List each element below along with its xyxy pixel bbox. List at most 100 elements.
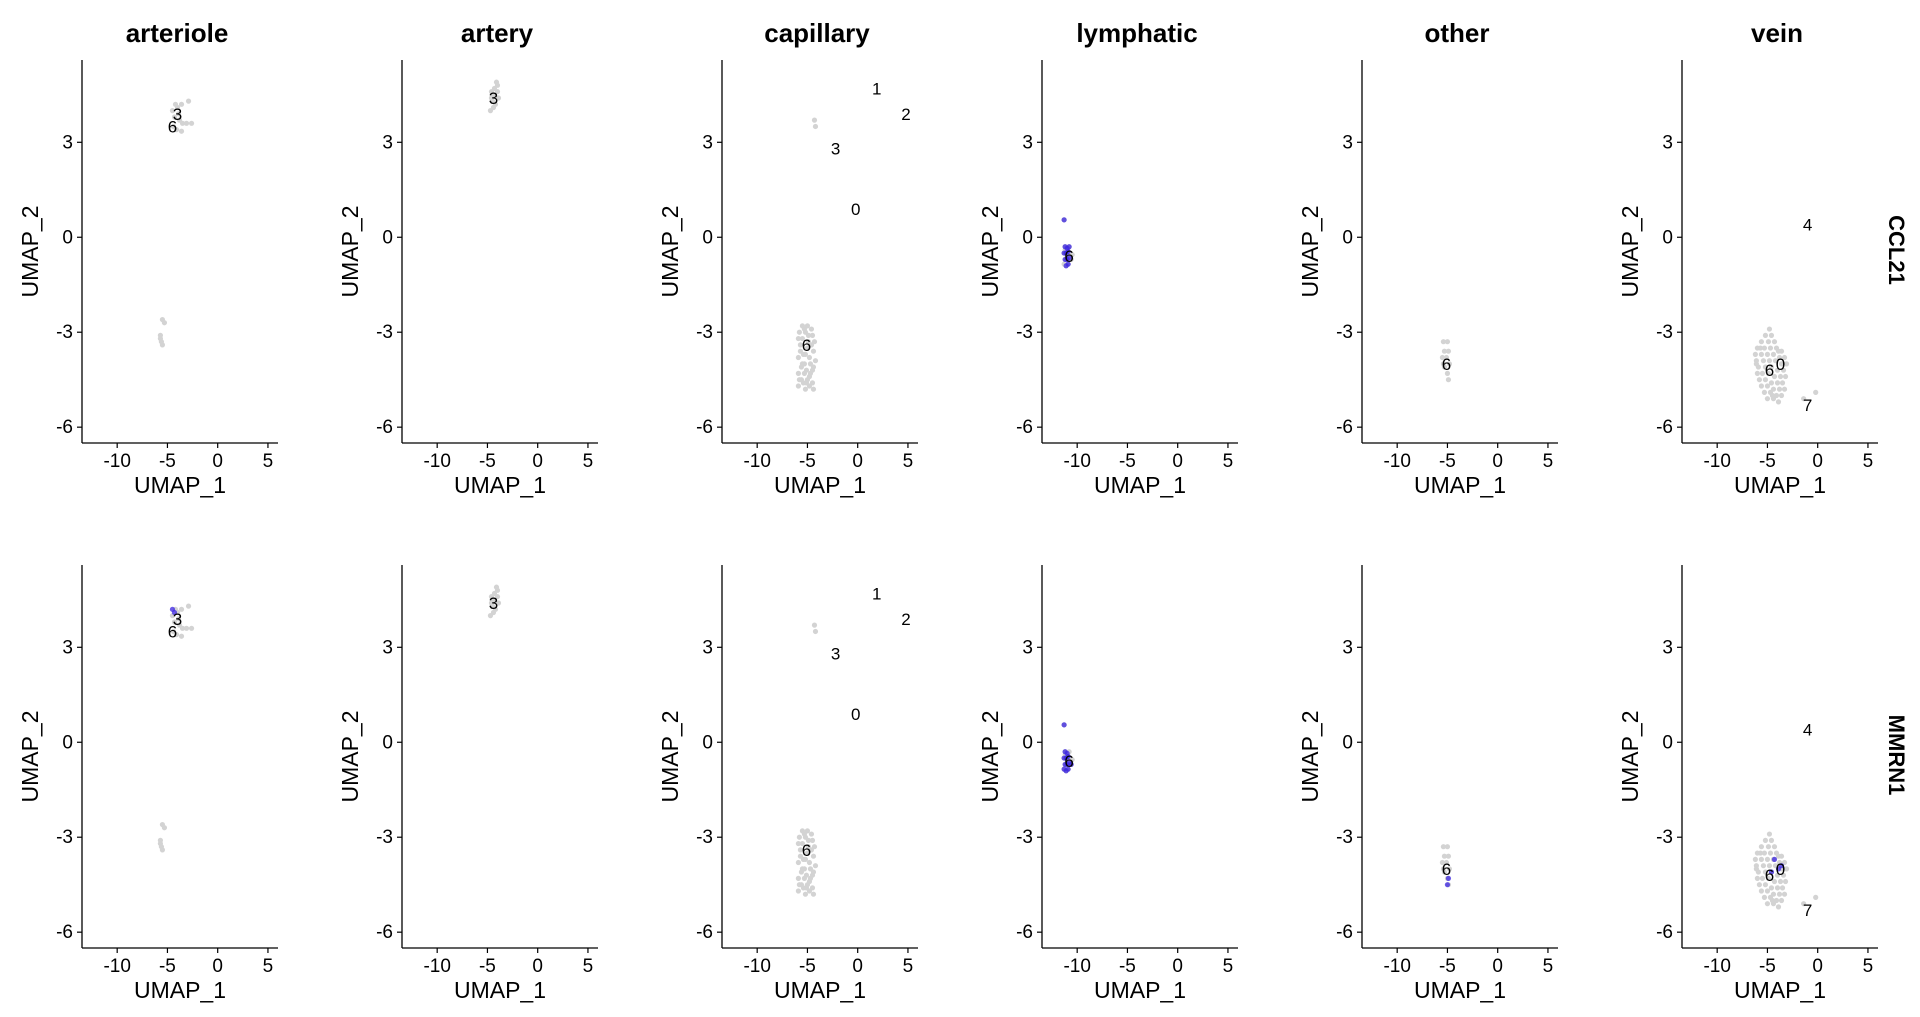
cell-point (801, 831, 808, 837)
cell-point (1756, 882, 1762, 888)
y-tick-label: 3 (1342, 132, 1353, 153)
cell-point (799, 361, 806, 367)
y-tick-label: 3 (1342, 637, 1353, 658)
cell-point (810, 869, 817, 875)
cell-point (1771, 878, 1778, 885)
y-tick-label: -6 (696, 417, 713, 438)
cluster-label: 6 (1064, 247, 1073, 266)
cluster-label: 0 (1776, 355, 1785, 374)
cell-point (1440, 866, 1447, 872)
cell-point (1439, 354, 1446, 361)
cell-point (1781, 386, 1788, 392)
cell-point (1441, 348, 1448, 354)
cell-point (1439, 859, 1446, 866)
cell-point (1440, 844, 1447, 850)
panel-mmrn1-artery: -10 -5 0 5 -6 -3 0 3 UMAP_1 UMAP_2 3 (337, 565, 598, 1003)
cell-point (812, 628, 819, 635)
cell-point (809, 837, 816, 843)
cell-point (802, 386, 809, 392)
y-tick-label: 0 (1662, 732, 1673, 753)
cell-point (1779, 885, 1786, 891)
x-tick-label: -10 (423, 451, 450, 472)
cell-point (795, 335, 801, 342)
cell-point (1445, 348, 1452, 354)
y-tick-label: -3 (1336, 322, 1353, 343)
expressing-cell-point (1065, 248, 1071, 255)
x-tick-label: 0 (1812, 451, 1823, 472)
cell-point (804, 850, 811, 856)
x-axis-title: UMAP_1 (134, 472, 226, 498)
x-axis-title: UMAP_1 (1414, 472, 1506, 498)
cell-point (802, 351, 809, 357)
cell-point (188, 120, 195, 126)
panel-title-other: other (1425, 18, 1490, 48)
y-axis-title: UMAP_2 (1617, 710, 1643, 802)
cell-point (1770, 351, 1777, 357)
cell-point (1813, 389, 1819, 395)
x-tick-label: -10 (743, 451, 770, 472)
y-tick-label: 3 (702, 637, 713, 658)
cell-point (1768, 885, 1775, 891)
cell-point (171, 619, 178, 625)
x-axis-title: UMAP_1 (1734, 977, 1826, 1003)
cell-point (1757, 850, 1763, 856)
cluster-label: 3 (489, 89, 498, 108)
cell-point (1441, 853, 1448, 859)
cluster-label: 6 (802, 336, 811, 355)
x-tick-label: 0 (1492, 956, 1503, 977)
y-tick-label: 0 (702, 227, 713, 248)
cell-point (805, 332, 812, 338)
cell-point (803, 885, 810, 891)
cell-point (185, 603, 192, 609)
y-tick-label: -3 (56, 322, 73, 343)
x-tick-label: 5 (583, 451, 594, 472)
cell-point (1752, 351, 1758, 357)
cell-point (805, 837, 812, 843)
cell-point (801, 875, 808, 881)
x-tick-label: -5 (159, 956, 176, 977)
expressing-cell-point (1065, 753, 1071, 760)
y-axis-title: UMAP_2 (657, 710, 683, 802)
cell-point (494, 89, 501, 95)
cell-point (1764, 888, 1771, 894)
y-tick-label: 0 (1022, 227, 1033, 248)
expressing-cell-point (1066, 244, 1072, 250)
cell-point (1774, 885, 1781, 891)
y-tick-label: 3 (62, 637, 73, 658)
cluster-label: 6 (1765, 866, 1774, 885)
y-tick-label: -6 (1336, 417, 1353, 438)
cell-point (1752, 856, 1758, 862)
cluster-label: 6 (1765, 361, 1774, 380)
cell-point (1444, 339, 1451, 345)
panel-title-artery: artery (461, 18, 534, 48)
cell-point (1777, 373, 1784, 380)
cell-point (1762, 377, 1769, 383)
y-tick-label: 3 (702, 132, 713, 153)
cell-point (801, 326, 808, 332)
cluster-label: 3 (831, 140, 840, 159)
cell-point (1777, 878, 1784, 885)
panel-title-lymphatic: lymphatic (1076, 18, 1197, 48)
cell-point (804, 345, 811, 351)
cell-point (1761, 850, 1768, 856)
cell-point (1444, 370, 1451, 376)
cluster-label: 0 (851, 705, 860, 724)
cell-point (1762, 364, 1769, 370)
x-tick-label: -5 (799, 451, 816, 472)
cell-point (1758, 339, 1765, 345)
panel-ccl21-capillary: -10 -5 0 5 -6 -3 0 3 UMAP_1 UMAP_2 1 2 3 0 6 (657, 60, 918, 498)
cell-point (1445, 377, 1452, 383)
x-tick-label: 0 (852, 451, 863, 472)
y-axis-title: UMAP_2 (977, 710, 1003, 802)
y-tick-label: -3 (56, 827, 73, 848)
cell-point (1760, 863, 1767, 869)
x-tick-label: -5 (799, 956, 816, 977)
cell-point (1758, 351, 1765, 357)
x-axis-title: UMAP_1 (774, 472, 866, 498)
cell-point (806, 859, 813, 866)
x-tick-label: -10 (1063, 451, 1090, 472)
cell-point (809, 332, 816, 338)
cell-point (802, 891, 809, 897)
y-tick-label: -6 (56, 922, 73, 943)
cell-point (1778, 361, 1785, 367)
